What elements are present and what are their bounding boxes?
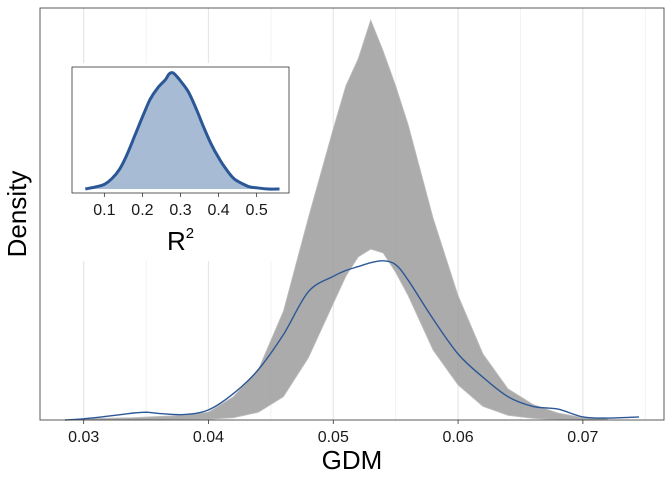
main-x-tick-label: 0.06 (443, 429, 474, 446)
inset-plot-panel: 0.1 0.2 0.3 0.4 0.5 (66, 63, 295, 261)
main-plot-panel: 0.03 0.04 0.05 0.06 0.07 (39, 7, 665, 446)
inset-x-tick-label: 0.3 (169, 202, 191, 219)
main-density-line (64, 260, 640, 421)
inset-x-tick-label: 0.1 (93, 202, 115, 219)
inset-x-axis-title: R2 (167, 225, 194, 256)
inset-x-tick-label: 0.4 (207, 202, 229, 219)
main-x-axis-ticks: 0.03 0.04 0.05 0.06 0.07 (68, 420, 599, 446)
inset-x-axis-title-base: R (167, 226, 186, 256)
inset-x-axis-title-superscript: 2 (186, 225, 194, 242)
main-y-axis-title: Density (2, 171, 32, 258)
main-x-tick-label: 0.05 (318, 429, 349, 446)
inset-density-area (85, 72, 280, 190)
main-x-axis-title: GDM (322, 445, 383, 475)
inset-x-tick-label: 0.5 (246, 202, 268, 219)
inset-x-tick-label: 0.2 (131, 202, 153, 219)
main-x-tick-label: 0.04 (193, 429, 224, 446)
inset-density-line (84, 71, 280, 191)
inset-x-axis-ticks: 0.1 0.2 0.3 0.4 0.5 (93, 193, 268, 219)
main-x-tick-label: 0.07 (567, 429, 598, 446)
main-x-tick-label: 0.03 (68, 429, 99, 446)
main-panel-border (39, 7, 665, 421)
